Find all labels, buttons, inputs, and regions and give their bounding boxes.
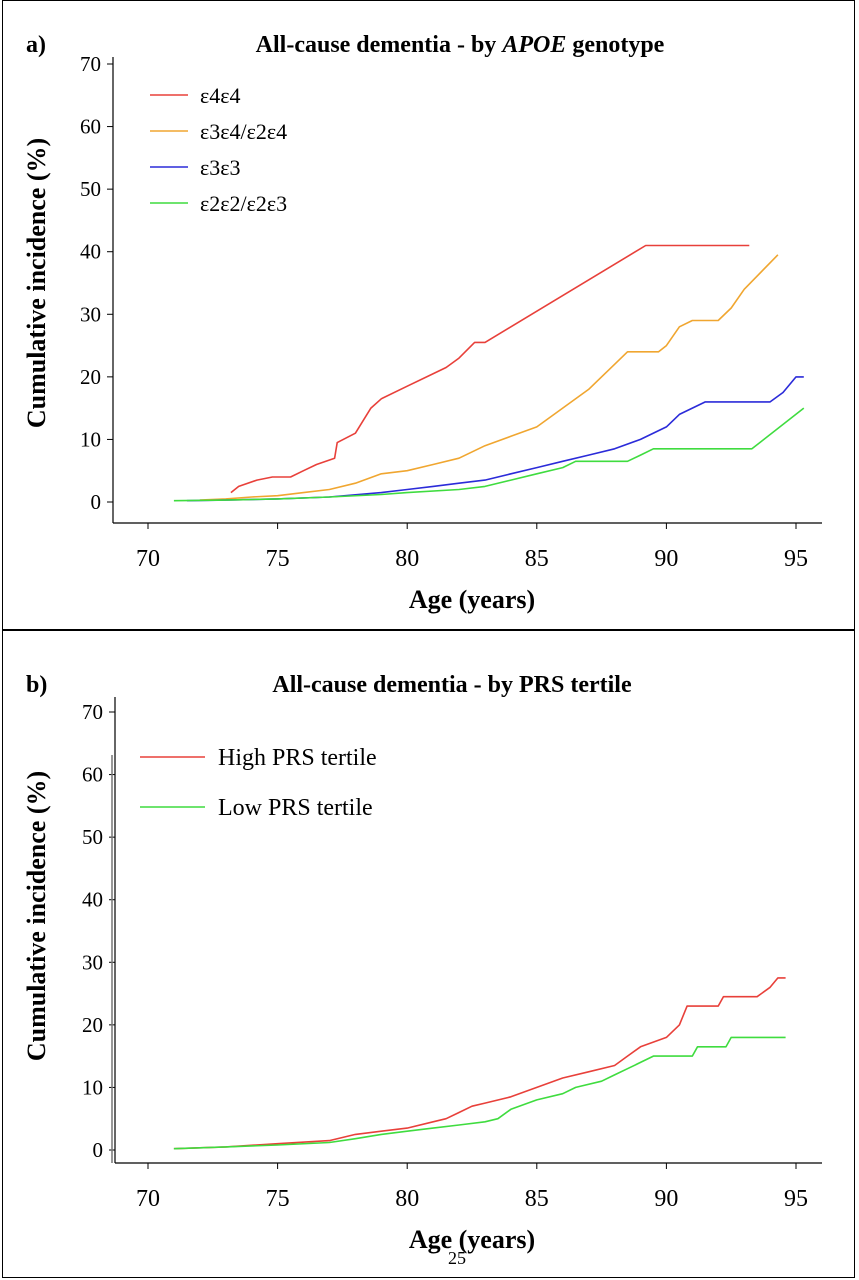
- y-tick-label: 50: [80, 177, 101, 201]
- chart-a: a) All-cause dementia - by APOE genotype 0…: [22, 32, 822, 614]
- page-number: 25: [448, 1248, 466, 1268]
- y-tick-label: 60: [82, 763, 103, 787]
- chart-title: All-cause dementia - by PRS tertile: [272, 672, 632, 698]
- x-tick-label: 70: [136, 546, 160, 572]
- series-line-3: [186, 376, 804, 502]
- y-tick-label: 0: [93, 1138, 104, 1162]
- legend-label: ε2ε2/ε2ε3: [200, 191, 287, 216]
- x-axis-label: Age (years): [409, 1225, 535, 1254]
- legend-label: ε4ε4: [200, 83, 240, 108]
- series-line-2: [199, 254, 779, 501]
- x-tick-label: 85: [525, 1186, 549, 1212]
- y-tick-label: 40: [82, 888, 103, 912]
- series-line-1: [173, 977, 786, 1150]
- x-tick-label: 80: [395, 546, 419, 572]
- x-axis-label: Age (years): [409, 585, 535, 614]
- y-tick-label: 30: [82, 950, 103, 974]
- y-tick-label: 0: [91, 490, 102, 514]
- series-line-1: [230, 244, 750, 494]
- y-tick-label: 40: [80, 240, 101, 264]
- y-tick-label: 20: [82, 1013, 103, 1037]
- x-tick-label: 70: [136, 1186, 160, 1212]
- x-tick-label: 75: [266, 546, 290, 572]
- panel-label: b): [26, 672, 47, 698]
- x-tick-label: 95: [784, 1186, 808, 1212]
- y-axis-label: Cumulative incidence (%): [22, 771, 51, 1061]
- y-tick-label: 30: [80, 302, 101, 326]
- y-tick-label: 70: [82, 700, 103, 724]
- y-tick-label: 70: [80, 52, 101, 76]
- y-tick-label: 60: [80, 115, 101, 139]
- panel-a: [2, 0, 855, 630]
- y-axis-label: Cumulative incidence (%): [22, 138, 51, 428]
- y-tick-label: 10: [82, 1075, 103, 1099]
- chart-title: All-cause dementia - by APOE genotype: [256, 32, 665, 58]
- legend-label: Low PRS tertile: [218, 795, 373, 821]
- legend-label: ε3ε4/ε2ε4: [200, 119, 287, 144]
- chart-b: b) All-cause dementia - by PRS tertile 0 10…: [22, 672, 822, 1254]
- y-tick-label: 50: [82, 825, 103, 849]
- x-tick-label: 75: [266, 1186, 290, 1212]
- panel-b: [2, 630, 855, 1278]
- legend-label: High PRS tertile: [218, 745, 377, 771]
- legend-label: ε3ε3: [200, 155, 240, 180]
- series-line-4: [173, 407, 805, 502]
- y-tick-label: 20: [80, 365, 101, 389]
- series-line-2: [173, 1036, 786, 1150]
- panel-label: a): [26, 32, 46, 58]
- y-tick-label: 10: [80, 427, 101, 451]
- x-tick-label: 90: [654, 1186, 678, 1212]
- x-tick-label: 95: [784, 546, 808, 572]
- x-tick-label: 90: [654, 546, 678, 572]
- x-tick-label: 80: [395, 1186, 419, 1212]
- x-tick-label: 85: [525, 546, 549, 572]
